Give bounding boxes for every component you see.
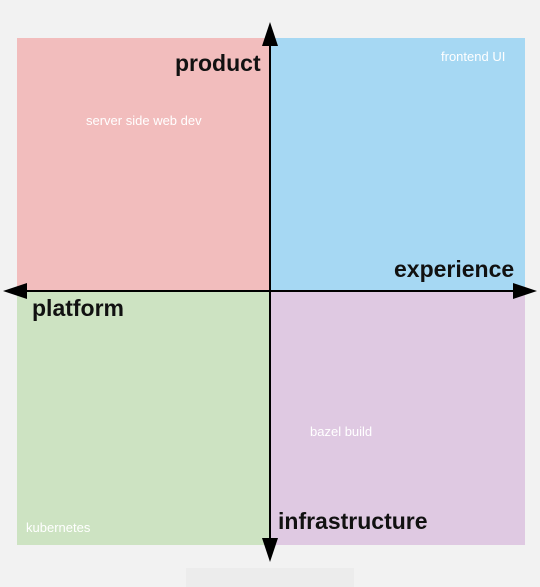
arrow-left-icon [3, 283, 27, 299]
axis-label-left: platform [32, 295, 124, 321]
axis-label-top: product [175, 50, 261, 76]
quadrant-bottom-left [17, 291, 271, 545]
quadrant-label-top-right: frontend UI [441, 49, 506, 64]
arrow-down-icon [262, 538, 278, 562]
arrow-up-icon [262, 22, 278, 46]
axis-label-right: experience [394, 256, 515, 282]
quadrant-top-left [17, 38, 271, 291]
bottom-strip [186, 568, 354, 587]
quadrant-label-top-left: server side web dev [86, 113, 202, 128]
quadrant-bottom-right [271, 291, 525, 545]
arrow-right-icon [513, 283, 537, 299]
axis-label-bottom: infrastructure [278, 508, 428, 534]
quadrant-top-right [271, 38, 525, 291]
quadrant-label-bottom-left: kubernetes [26, 520, 91, 535]
quadrant-label-bottom-right: bazel build [310, 424, 373, 439]
